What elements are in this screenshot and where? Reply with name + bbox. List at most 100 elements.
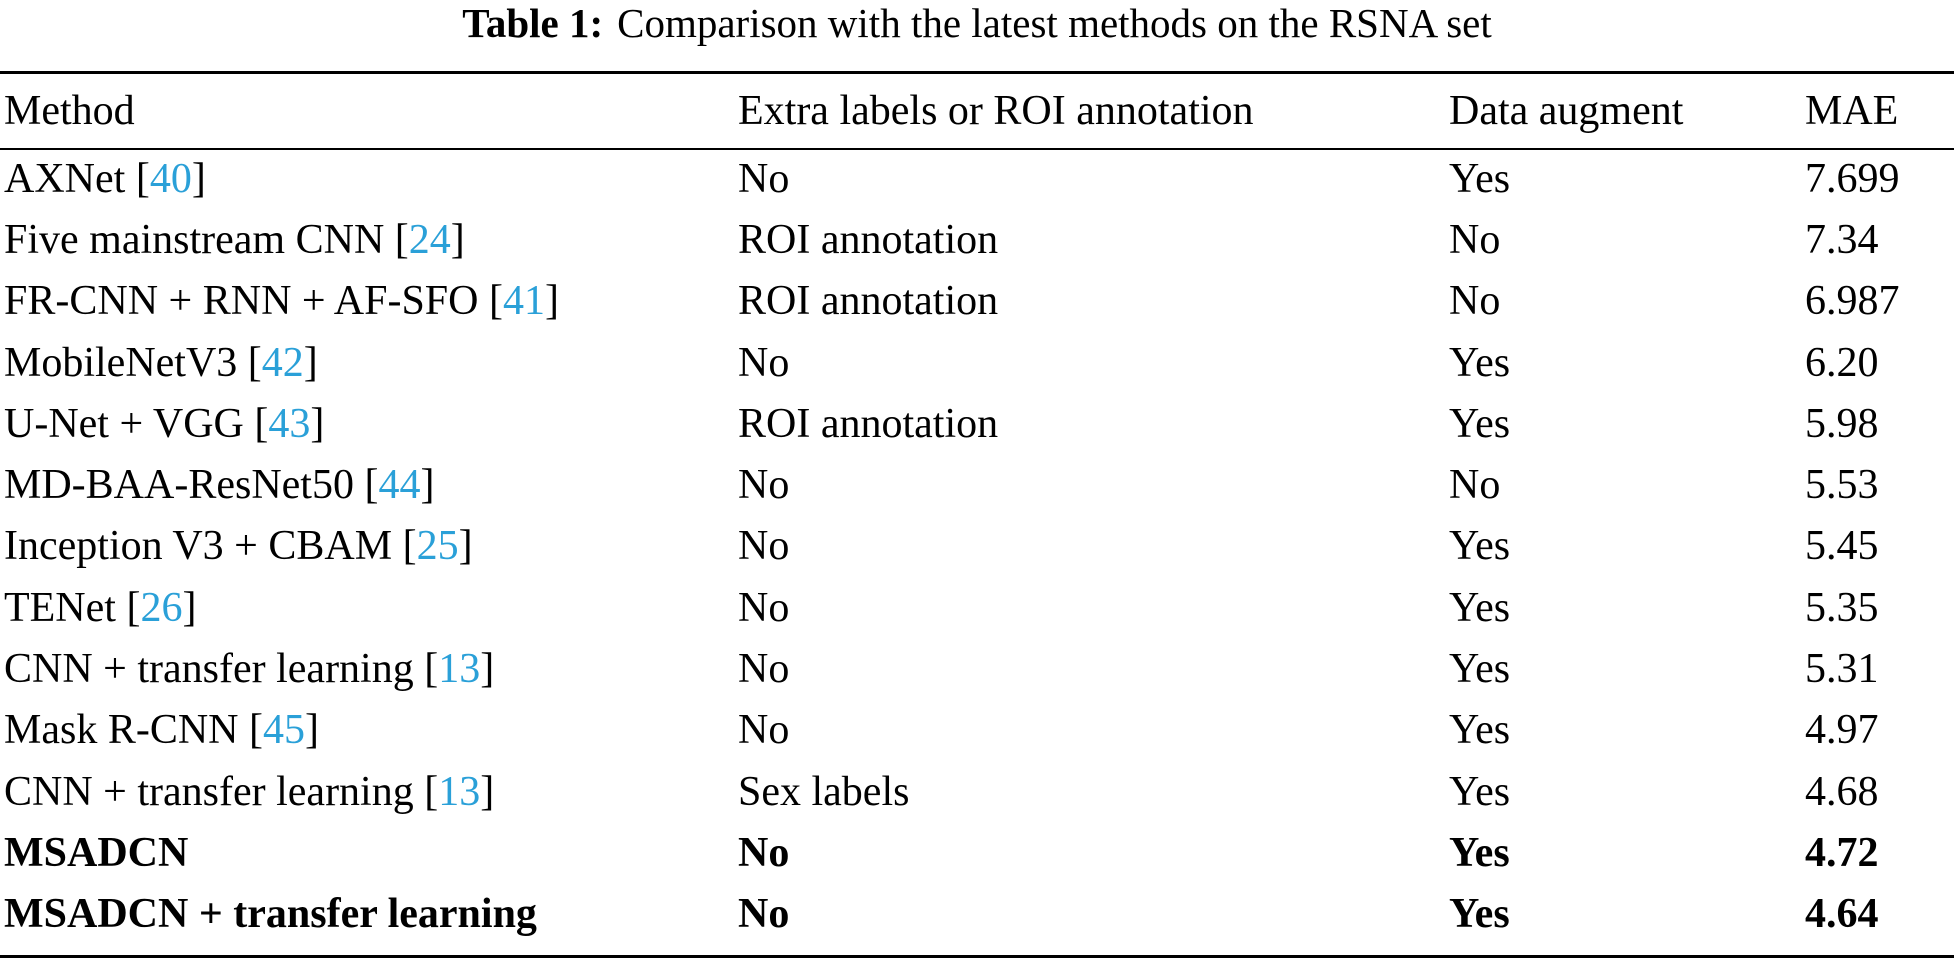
- extra-labels-cell: ROI annotation: [738, 216, 999, 263]
- data-augment-cell: No: [1449, 462, 1501, 509]
- data-augment-cell: Yes: [1449, 768, 1511, 815]
- extra-labels-cell: ROI annotation: [738, 278, 999, 325]
- method-name: Inception V3 + CBAM: [4, 523, 393, 570]
- method-cell: MSADCN + transfer learning: [0, 884, 734, 945]
- method-name: MSADCN + transfer learning: [4, 891, 537, 938]
- citation-link[interactable]: 42: [261, 339, 304, 386]
- method-cell: U-Net + VGG [43]: [4, 400, 325, 447]
- extra-labels-cell: No: [738, 155, 790, 202]
- mae-cell: 4.72: [1805, 829, 1879, 876]
- method-cell: MD-BAA-ResNet50 [44]: [4, 462, 435, 509]
- method-cell: Inception V3 + CBAM [25]: [4, 523, 473, 570]
- mae-cell: 4.64: [1805, 891, 1879, 938]
- table-row: Five mainstream CNN [24] ROI annotation No…: [0, 209, 1954, 270]
- table-top-rule: [0, 71, 1954, 74]
- comparison-table: Method Extra labels or ROI annotation Da…: [0, 74, 1954, 945]
- data-augment-cell: Yes: [1449, 523, 1511, 570]
- table-row: Mask R-CNN [45] No Yes 4.97: [0, 700, 1954, 761]
- method-name: AXNet: [4, 155, 126, 202]
- data-augment-cell: Yes: [1449, 584, 1511, 631]
- mae-cell: 4.68: [1805, 768, 1879, 815]
- table-header-rule: [0, 148, 1954, 150]
- table-row: TENet [26] No Yes 5.35: [0, 577, 1954, 638]
- header-method: Method: [4, 88, 135, 134]
- table-row: MobileNetV3 [42] No Yes 6.20: [0, 332, 1954, 393]
- data-augment-cell: Yes: [1449, 891, 1510, 938]
- citation-link[interactable]: 26: [140, 584, 183, 631]
- method-cell: Mask R-CNN [45]: [4, 707, 320, 754]
- header-extra-labels: Extra labels or ROI annotation: [738, 88, 1254, 134]
- data-augment-cell: Yes: [1449, 707, 1511, 754]
- data-augment-cell: Yes: [1449, 400, 1511, 447]
- citation-link[interactable]: 43: [268, 400, 311, 447]
- table-row: CNN + transfer learning [13] Sex labels Ye…: [0, 761, 1954, 822]
- extra-labels-cell: No: [738, 646, 790, 693]
- table-row: CNN + transfer learning [13] No Yes 5.31: [0, 638, 1954, 699]
- method-name: MD-BAA-ResNet50: [4, 462, 354, 509]
- method-cell: MSADCN: [0, 822, 734, 883]
- mae-cell: 7.34: [1805, 216, 1879, 263]
- extra-labels-cell: No: [738, 584, 790, 631]
- citation-link[interactable]: 13: [438, 646, 481, 693]
- method-cell: MobileNetV3 [42]: [4, 339, 318, 386]
- data-augment-cell: Yes: [1449, 339, 1511, 386]
- citation-link[interactable]: 40: [149, 155, 192, 202]
- mae-cell: 6.20: [1805, 339, 1879, 386]
- table-row: MD-BAA-ResNet50 [44] No No 5.53: [0, 454, 1954, 515]
- table-row: AXNet [40] No Yes 7.699: [0, 148, 1954, 209]
- mae-cell: 7.699: [1805, 155, 1900, 202]
- table-row: U-Net + VGG [43] ROI annotation Yes 5.98: [0, 393, 1954, 454]
- extra-labels-cell: No: [738, 523, 790, 570]
- extra-labels-cell: No: [738, 891, 790, 938]
- method-name: FR-CNN + RNN + AF-SFO: [4, 278, 479, 325]
- extra-labels-cell: No: [738, 829, 790, 876]
- citation-link[interactable]: 41: [503, 278, 545, 325]
- method-cell: CNN + transfer learning [13]: [4, 768, 495, 815]
- method-name: Mask R-CNN: [4, 707, 239, 754]
- table-bottom-rule: [0, 955, 1954, 958]
- table-body: AXNet [40] No Yes 7.699 Five mainstream CNN …: [0, 148, 1954, 945]
- extra-labels-cell: No: [738, 339, 790, 386]
- method-name: U-Net + VGG: [4, 400, 244, 447]
- extra-labels-cell: No: [738, 707, 790, 754]
- method-cell: AXNet [40]: [4, 155, 206, 202]
- table-row: MSADCN + transfer learning No Yes 4.64: [0, 884, 1954, 945]
- method-cell: Five mainstream CNN [24]: [4, 216, 465, 263]
- mae-cell: 5.45: [1805, 523, 1879, 570]
- extra-labels-cell: Sex labels: [738, 768, 910, 815]
- table-caption: Table 1: Comparison with the latest metho…: [0, 0, 1954, 58]
- mae-cell: 5.35: [1805, 584, 1879, 631]
- table-row: FR-CNN + RNN + AF-SFO [41] ROI annotation…: [0, 271, 1954, 332]
- table-caption-text: Comparison with the latest methods on th…: [617, 0, 1492, 46]
- header-mae: MAE: [1805, 88, 1899, 134]
- citation-link[interactable]: 13: [438, 768, 481, 815]
- data-augment-cell: Yes: [1449, 829, 1510, 876]
- citation-link[interactable]: 24: [408, 216, 451, 263]
- mae-cell: 5.31: [1805, 646, 1879, 693]
- mae-cell: 5.98: [1805, 400, 1879, 447]
- method-name: CNN + transfer learning: [4, 646, 414, 693]
- citation-link[interactable]: 45: [263, 707, 306, 754]
- method-cell: TENet [26]: [4, 584, 197, 631]
- mae-cell: 4.97: [1805, 707, 1879, 754]
- data-augment-cell: No: [1449, 278, 1501, 325]
- citation-link[interactable]: 25: [416, 523, 459, 570]
- data-augment-cell: Yes: [1449, 646, 1511, 693]
- method-name: CNN + transfer learning: [4, 768, 414, 815]
- data-augment-cell: No: [1449, 216, 1501, 263]
- method-name: MSADCN: [4, 829, 189, 876]
- data-augment-cell: Yes: [1449, 155, 1511, 202]
- method-name: TENet: [4, 584, 116, 631]
- extra-labels-cell: No: [738, 462, 790, 509]
- mae-cell: 6.987: [1805, 278, 1900, 325]
- table-caption-label: Table 1:: [462, 0, 604, 46]
- method-cell: FR-CNN + RNN + AF-SFO [41]: [4, 278, 559, 325]
- method-name: MobileNetV3: [4, 339, 238, 386]
- citation-link[interactable]: 44: [378, 462, 421, 509]
- method-name: Five mainstream CNN: [4, 216, 385, 263]
- extra-labels-cell: ROI annotation: [738, 400, 999, 447]
- table-header-row: Method Extra labels or ROI annotation Da…: [0, 74, 1954, 148]
- mae-cell: 5.53: [1805, 462, 1879, 509]
- table-row: Inception V3 + CBAM [25] No Yes 5.45: [0, 516, 1954, 577]
- method-cell: CNN + transfer learning [13]: [4, 646, 495, 693]
